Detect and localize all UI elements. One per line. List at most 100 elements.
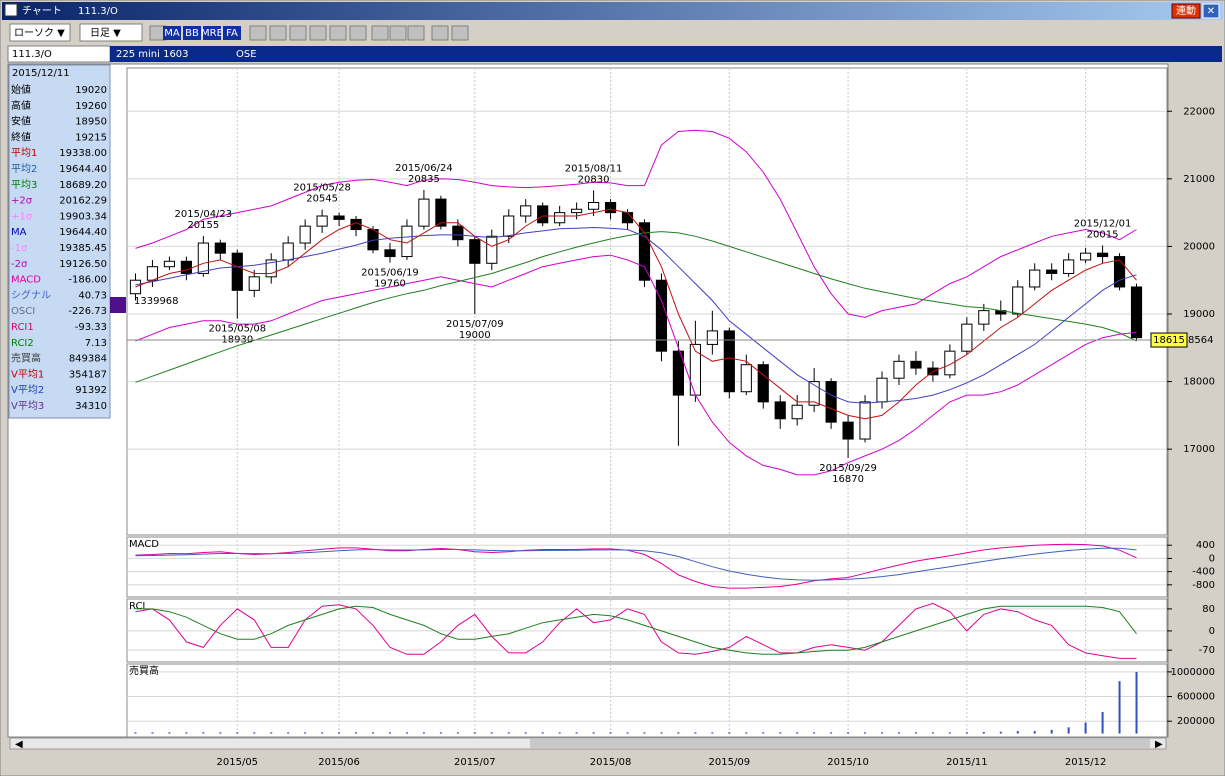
icon[interactable] <box>249 25 267 41</box>
info-label: OSCI <box>11 306 35 317</box>
candle-body <box>163 260 176 268</box>
volume-bar <box>881 732 884 734</box>
info-label: MACD <box>11 275 41 286</box>
info-value: 18950 <box>75 117 107 128</box>
info-value: 34310 <box>75 401 107 412</box>
info-value: -226.73 <box>68 306 107 317</box>
candle-body <box>316 215 328 227</box>
x-tick-label: 2015/07 <box>454 757 496 768</box>
volume-bar <box>1033 731 1036 734</box>
annotation-date: 2015/08/11 <box>565 163 623 174</box>
style-dropdown[interactable] <box>9 23 71 42</box>
candle-body <box>554 212 566 224</box>
volume-bar <box>643 732 646 734</box>
icon[interactable] <box>309 25 327 41</box>
volume-bar <box>541 732 544 734</box>
volume-bar <box>236 732 239 734</box>
overlay-line <box>135 129 1137 318</box>
candle-body <box>842 421 854 440</box>
info-value: 19644.40 <box>59 227 107 238</box>
volume-bar <box>287 732 290 734</box>
candle-body <box>129 279 142 295</box>
candle-body <box>435 198 447 227</box>
icon[interactable] <box>407 25 425 41</box>
x-tick-label: 2015/08 <box>590 757 632 768</box>
info-value: 19215 <box>75 132 107 143</box>
candle-body <box>757 364 769 403</box>
icon[interactable] <box>163 26 181 40</box>
candle-body <box>604 201 617 214</box>
icon[interactable] <box>203 26 221 40</box>
candle-body <box>655 279 668 352</box>
y-tick-label: 200000 <box>1177 716 1215 727</box>
info-label: V平均2 <box>11 384 44 396</box>
icon[interactable] <box>431 25 449 41</box>
period-dropdown-label[interactable]: 日足 ▼ <box>90 27 121 39</box>
candle-body <box>401 225 413 258</box>
candle-body <box>418 198 430 227</box>
close-button[interactable] <box>1202 3 1220 19</box>
candle-body <box>910 360 922 369</box>
annotation-date: 2015/06/19 <box>361 268 419 279</box>
candle-body <box>248 276 260 291</box>
candle-body <box>1012 286 1024 315</box>
icon[interactable] <box>183 26 201 40</box>
info-label: +1σ <box>11 211 33 222</box>
style-dropdown-label[interactable]: ローソク ▼ <box>14 27 65 39</box>
volume-bar <box>1067 727 1070 734</box>
icon[interactable] <box>289 25 307 41</box>
scroll-left[interactable]: ◀ <box>15 739 23 750</box>
volume-bar <box>965 732 968 734</box>
volume-bar <box>813 732 816 734</box>
candle-body <box>944 350 956 376</box>
icon[interactable] <box>371 25 389 41</box>
candle-body <box>1063 259 1075 274</box>
candle-body <box>791 404 803 420</box>
info-label: 終値 <box>11 130 31 143</box>
icon[interactable] <box>451 25 469 41</box>
icon[interactable] <box>389 25 407 41</box>
volume-bar <box>745 732 748 734</box>
period-dropdown[interactable] <box>79 23 143 42</box>
x-tick-label: 2015/06 <box>318 757 360 768</box>
candle-body <box>299 225 311 244</box>
volume-bar <box>847 732 850 734</box>
volume-bar <box>626 732 629 734</box>
candle-body <box>587 201 600 210</box>
icon[interactable] <box>269 25 287 41</box>
info-label: RCI1 <box>11 322 34 333</box>
annotation-date: 2015/09/29 <box>819 463 877 474</box>
x-tick-label: 2015/10 <box>827 757 869 768</box>
annotation-price: 20015 <box>1087 229 1119 240</box>
close-button-label[interactable]: ✕ <box>1207 6 1215 17</box>
candle-body <box>1029 269 1041 288</box>
info-label: 安値 <box>11 115 31 128</box>
candle-body <box>503 215 515 237</box>
panel-title: 売買高 <box>129 664 159 677</box>
volume-bar <box>1084 722 1087 734</box>
y-tick-label: 19000 <box>1183 309 1215 320</box>
icon[interactable] <box>223 26 241 40</box>
candle-body <box>825 381 837 423</box>
info-value: 20162.29 <box>59 196 107 207</box>
annotation-date: 2015/04/23 <box>175 209 233 220</box>
scroll-thumb[interactable] <box>530 739 1150 748</box>
candle-body <box>537 205 549 224</box>
annotation-date: 2015/05/08 <box>208 324 266 335</box>
annotation-date: 2015/05/28 <box>293 183 351 194</box>
y-tick-label: 400 <box>1196 540 1215 551</box>
icon[interactable] <box>349 25 367 41</box>
volume-bar <box>830 732 833 734</box>
candle-body <box>876 377 888 403</box>
volume-bar <box>422 732 425 734</box>
y-tick-label: 18000 <box>1183 377 1215 388</box>
icon-label: MA <box>164 28 180 39</box>
icon[interactable] <box>329 25 347 41</box>
scroll-right[interactable]: ▶ <box>1155 739 1163 750</box>
info-label: 始値 <box>11 83 31 96</box>
link-button-label[interactable]: 連動 <box>1176 4 1196 17</box>
volume-bar <box>473 732 476 734</box>
y-tick-label: 20000 <box>1183 241 1215 252</box>
toolbar-icons <box>149 25 469 41</box>
link-button[interactable] <box>1171 3 1201 19</box>
